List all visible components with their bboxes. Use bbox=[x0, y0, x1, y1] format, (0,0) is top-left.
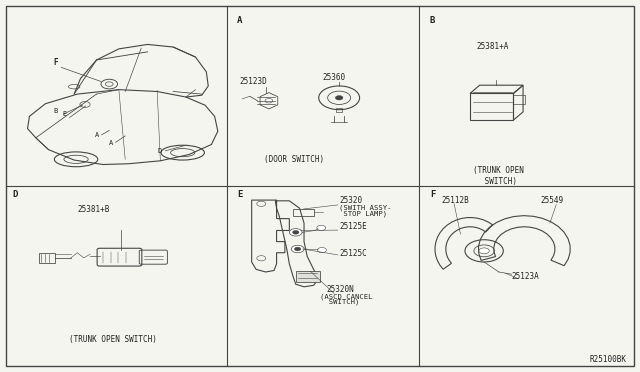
Text: 25125E: 25125E bbox=[339, 222, 367, 231]
Text: (TRUNK OPEN
 SWITCH): (TRUNK OPEN SWITCH) bbox=[474, 166, 524, 186]
Text: STOP LAMP): STOP LAMP) bbox=[339, 210, 387, 217]
Text: 25320: 25320 bbox=[339, 196, 362, 205]
Text: 25360: 25360 bbox=[323, 73, 346, 82]
Text: 25123D: 25123D bbox=[239, 77, 267, 86]
Circle shape bbox=[317, 225, 326, 231]
Bar bbox=[293, 209, 314, 217]
Text: 25381+A: 25381+A bbox=[476, 42, 509, 51]
Bar bbox=[336, 108, 342, 112]
Text: R25100BK: R25100BK bbox=[589, 355, 627, 364]
Text: 25112B: 25112B bbox=[442, 196, 469, 205]
Bar bbox=[470, 93, 513, 120]
Circle shape bbox=[335, 96, 343, 100]
Text: 25125C: 25125C bbox=[339, 249, 367, 259]
Text: A: A bbox=[95, 132, 99, 138]
Text: 25123A: 25123A bbox=[511, 272, 540, 280]
Text: (ASCD CANCEL: (ASCD CANCEL bbox=[320, 293, 372, 300]
Circle shape bbox=[292, 231, 299, 234]
Text: D: D bbox=[12, 190, 17, 199]
Text: E: E bbox=[62, 111, 67, 117]
Text: B: B bbox=[430, 16, 435, 25]
Text: 25381+B: 25381+B bbox=[77, 205, 109, 214]
Circle shape bbox=[317, 247, 326, 253]
Bar bbox=[296, 271, 320, 282]
Circle shape bbox=[291, 245, 304, 253]
Bar bbox=[39, 253, 55, 263]
Text: E: E bbox=[237, 190, 243, 199]
Text: F: F bbox=[430, 190, 435, 199]
Text: (DOOR SWITCH): (DOOR SWITCH) bbox=[264, 155, 324, 164]
Circle shape bbox=[294, 247, 301, 251]
Text: A: A bbox=[237, 16, 243, 25]
Circle shape bbox=[479, 248, 489, 254]
Text: A: A bbox=[109, 140, 113, 146]
Text: SWITCH): SWITCH) bbox=[320, 299, 360, 305]
Text: D: D bbox=[158, 148, 162, 154]
Text: (SWITH ASSY-: (SWITH ASSY- bbox=[339, 204, 392, 211]
Text: 25320N: 25320N bbox=[326, 285, 354, 294]
Text: B: B bbox=[53, 108, 58, 113]
Text: 25549: 25549 bbox=[540, 196, 563, 205]
Text: F: F bbox=[53, 58, 58, 67]
Bar bbox=[513, 95, 525, 105]
Text: (TRUNK OPEN SWITCH): (TRUNK OPEN SWITCH) bbox=[68, 335, 156, 344]
Circle shape bbox=[289, 229, 302, 236]
Circle shape bbox=[265, 99, 273, 103]
